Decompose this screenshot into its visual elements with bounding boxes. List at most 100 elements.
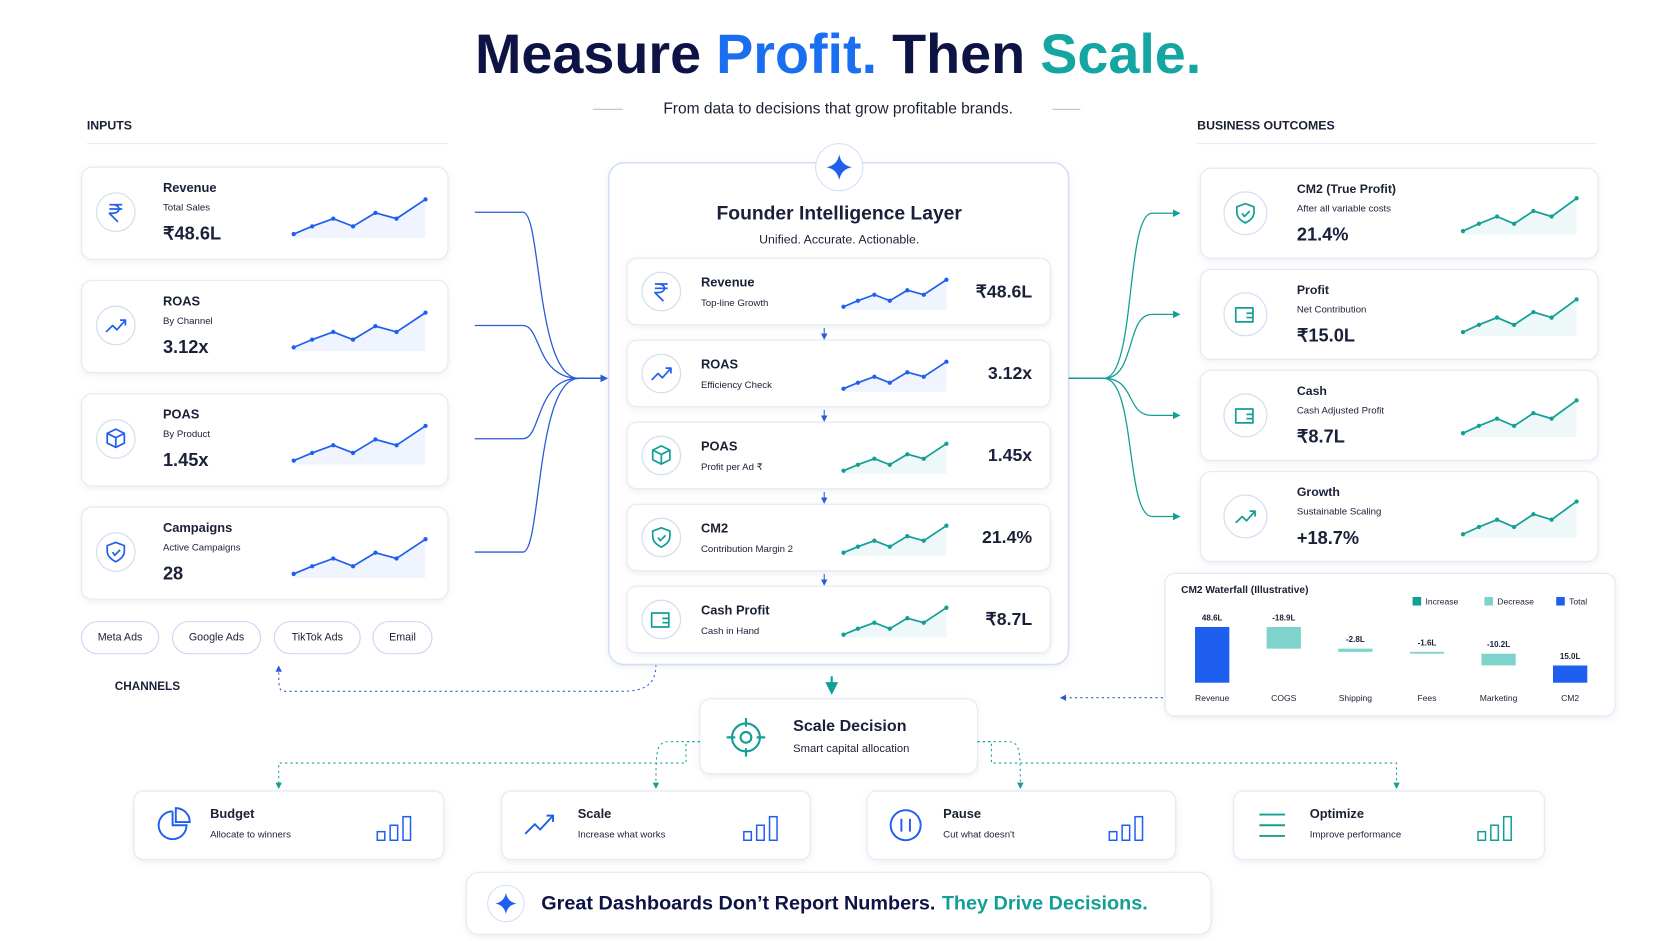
icon — [651, 367, 672, 381]
channel-pill — [372, 621, 433, 655]
sparkline-dot — [291, 231, 296, 237]
sparkline-dot — [872, 374, 877, 379]
sparkline-dot — [394, 216, 399, 221]
row-title: CM2 — [701, 520, 728, 535]
sparkline-dot — [872, 292, 877, 297]
waterfall-value-label: -10.2L — [1487, 640, 1510, 649]
sparkline-dot — [1511, 322, 1517, 327]
icon — [108, 203, 123, 223]
icon — [1234, 408, 1254, 424]
subtitle: From data to decisions that grow profita… — [663, 100, 1013, 117]
sparkline-dot — [944, 277, 949, 282]
connector — [474, 324, 609, 383]
mini-bar-icon — [1490, 824, 1500, 842]
icon-ring — [1223, 393, 1268, 438]
waterfall-category: Marketing — [1480, 693, 1518, 703]
metric-row — [626, 421, 1051, 490]
icon-ring — [1223, 292, 1268, 337]
action-icon — [524, 814, 555, 835]
sparkline-dot — [310, 450, 315, 456]
sparkline-dot — [1531, 512, 1536, 517]
waterfall-value-label: 48.6L — [1202, 614, 1223, 623]
icon — [105, 319, 127, 333]
action-subtitle: Increase what works — [578, 829, 666, 840]
sparkline-dot — [921, 374, 926, 379]
sparkline-area — [843, 279, 947, 310]
legend-swatch — [1484, 596, 1493, 606]
sparkline-area — [843, 607, 947, 638]
legend-label: Increase — [1425, 597, 1458, 607]
sparkline-dot — [310, 337, 315, 342]
outcome-card — [1199, 369, 1599, 462]
sparkline-dot — [310, 224, 315, 229]
card-title: Campaigns — [163, 520, 232, 535]
sparkline-dot — [887, 298, 892, 303]
sparkline-dot — [1476, 221, 1482, 226]
mini-bar-icon — [743, 830, 753, 842]
metric-row — [626, 503, 1051, 572]
waterfall-bar — [1195, 626, 1230, 683]
footer-text: Great Dashboards Don’t Report Numbers. Th… — [541, 893, 1147, 915]
row-subtitle: Cash in Hand — [701, 626, 759, 637]
icon — [1235, 510, 1256, 524]
icon-ring — [95, 532, 136, 572]
sparkline-dot — [331, 216, 336, 221]
sparkline-dot — [1549, 416, 1554, 421]
sparkline-dot — [331, 443, 336, 448]
waterfall-category: Shipping — [1339, 693, 1373, 703]
sparkline-area — [293, 199, 426, 238]
feedback-arrow — [275, 664, 657, 692]
sparkline-dot — [1476, 322, 1482, 327]
sparkline-dot — [394, 443, 399, 448]
sparkline-dot — [921, 292, 926, 297]
channel-label: Meta Ads — [98, 632, 143, 644]
content: Revenue Total Sales ₹48.6L ROAS By Channel 3.… — [80, 143, 1616, 936]
core-subtitle: Unified. Accurate. Actionable. — [759, 232, 919, 246]
row-subtitle: Contribution Margin 2 — [701, 544, 793, 555]
card-value: ₹48.6L — [163, 224, 221, 244]
metric-row — [626, 339, 1051, 408]
section-heading: CHANNELS — [115, 680, 181, 693]
channel-label: TikTok Ads — [292, 632, 343, 644]
sparkline-dot — [423, 537, 428, 542]
outcome-card — [1199, 470, 1599, 563]
sparkline-dot — [855, 544, 861, 549]
sparkline-dot — [350, 564, 356, 569]
icon — [654, 283, 668, 302]
sparkline-dot — [855, 380, 861, 385]
sparkline-dot — [1460, 431, 1466, 436]
row-value: 3.12x — [988, 363, 1032, 383]
waterfall-category: Fees — [1417, 693, 1436, 703]
sparkline-dot — [872, 456, 877, 461]
section-heading: BUSINESS OUTCOMES — [1197, 119, 1335, 133]
input-card — [80, 166, 449, 261]
sparkline-dot — [1574, 297, 1579, 302]
mini-bar-icon — [389, 824, 399, 842]
card-subtitle: Sustainable Scaling — [1297, 507, 1382, 518]
card-value: ₹8.7L — [1297, 427, 1345, 447]
connector — [1068, 310, 1181, 379]
sparkline-dot — [872, 620, 877, 625]
card-subtitle: Total Sales — [163, 202, 210, 213]
sparkline-dot — [394, 556, 399, 561]
waterfall-category: COGS — [1271, 693, 1297, 703]
legend-swatch — [1556, 596, 1565, 606]
waterfall-value-label: 15.0L — [1560, 652, 1581, 661]
branch-arrow — [275, 741, 700, 790]
channel-pill — [273, 621, 361, 655]
row-title: ROAS — [701, 356, 739, 371]
input-card — [80, 279, 449, 374]
action-subtitle: Cut what doesn't — [943, 829, 1015, 840]
card-subtitle: Cash Adjusted Profit — [1297, 406, 1385, 417]
action-card — [133, 790, 445, 861]
action-icon — [1259, 813, 1286, 837]
row-value: 21.4% — [982, 527, 1032, 547]
action-icon — [157, 807, 191, 841]
title-part: Then — [892, 23, 1025, 85]
sparkline-dot — [1549, 315, 1554, 320]
icon-ring — [1223, 494, 1268, 539]
mini-bar-icon — [402, 815, 412, 842]
target-icon — [726, 718, 766, 757]
legend-swatch — [1412, 596, 1422, 606]
waterfall-category: CM2 — [1561, 693, 1579, 703]
